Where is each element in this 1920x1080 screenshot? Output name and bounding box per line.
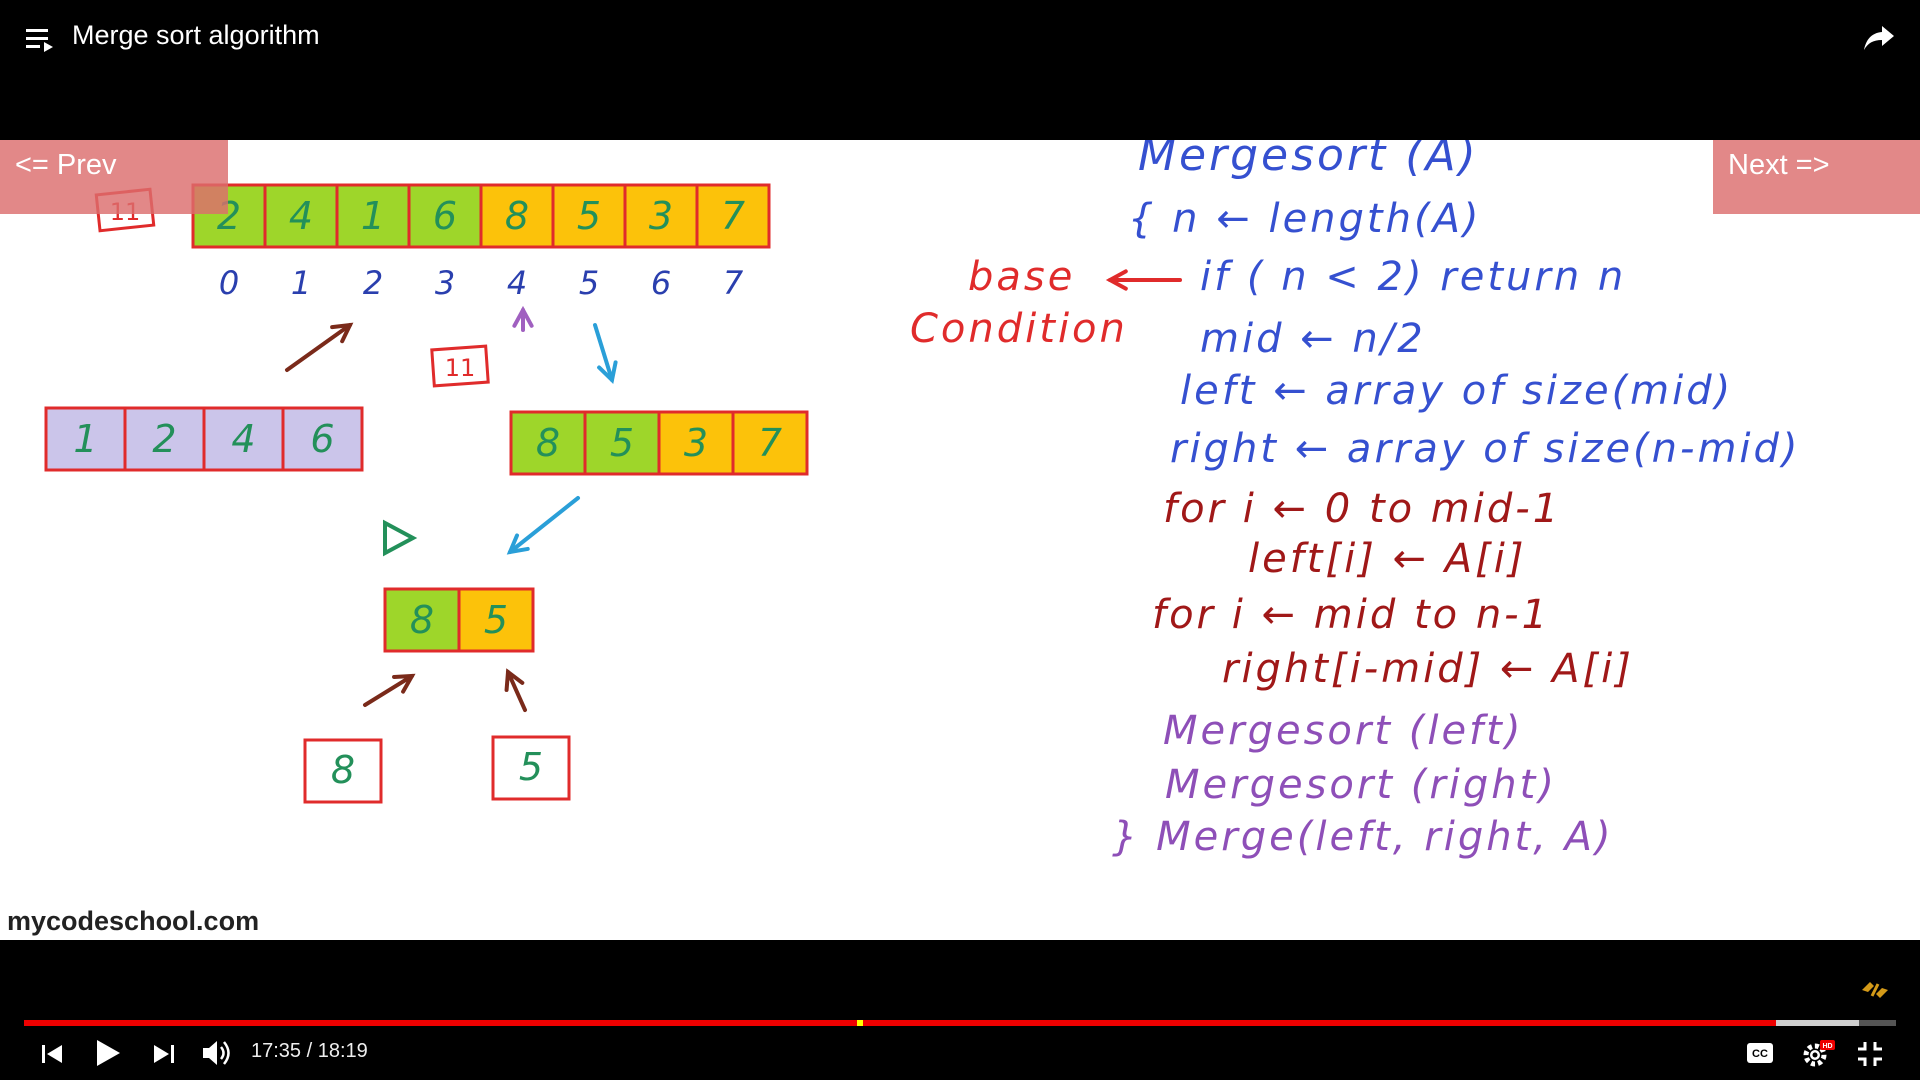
right-array-value: 5 [610, 421, 634, 465]
merge-up-arrow-head [330, 322, 354, 344]
mid-array-cell [457, 587, 535, 653]
progress-played [24, 1020, 1777, 1026]
left-array-cell [202, 406, 285, 472]
index-label: 4 [507, 264, 527, 302]
right-array-cell [731, 410, 809, 476]
mid-array-value: 5 [484, 598, 508, 642]
base-label: base [968, 254, 1075, 300]
code-line-10: Mergesort (left) [1163, 708, 1523, 754]
index-label: 7 [723, 264, 744, 302]
right-array-cell [583, 410, 661, 476]
merge-right-arrow-head [504, 668, 525, 692]
right-array-value: 8 [536, 421, 560, 465]
index-label: 6 [651, 264, 671, 302]
channel-logo-icon[interactable] [1860, 978, 1890, 1002]
right-array-value: 7 [758, 421, 782, 465]
base-arrow-head [1105, 269, 1128, 291]
code-title: Mergesort (A) [1138, 140, 1479, 181]
right-array-cell [509, 410, 587, 476]
cc-icon[interactable]: CC [1746, 1042, 1774, 1064]
volume-icon[interactable] [201, 1038, 233, 1068]
main-array-cell [695, 183, 771, 249]
left-array-cell [281, 406, 364, 472]
left-array-value: 4 [231, 417, 255, 461]
skip-previous-icon[interactable] [40, 1042, 64, 1066]
index-label: 0 [219, 264, 239, 302]
code-line-6: for i ← 0 to mid-1 [1163, 486, 1561, 532]
main-array-value: 7 [721, 194, 745, 238]
code-line-5: right ← array of size(n-mid) [1170, 426, 1801, 472]
split-down-arrow [508, 496, 580, 554]
tally-box-2 [430, 344, 490, 388]
index-label: 2 [363, 264, 383, 302]
leaf-left-cell [303, 738, 383, 804]
main-array-value: 1 [361, 194, 385, 238]
time-display: 17:35 / 18:19 [251, 1040, 368, 1062]
svg-text:CC: CC [1752, 1048, 1768, 1060]
split-right-arrow-head [597, 360, 618, 384]
right-array-value: 3 [684, 421, 708, 465]
main-array-value: 4 [289, 194, 313, 238]
chapter-marker [857, 1020, 864, 1026]
next-button[interactable]: Next => [1713, 140, 1920, 214]
progress-bar[interactable] [24, 1020, 1896, 1026]
main-array-value: 8 [505, 194, 529, 238]
gear-icon[interactable]: HD [1800, 1038, 1836, 1070]
left-array-value: 2 [152, 417, 176, 461]
watermark: mycodeschool.com [7, 906, 260, 936]
leaf-left-value: 8 [331, 748, 355, 792]
condition-label: Condition [910, 306, 1128, 352]
video-frame[interactable]: 11241685370123456711124685378585Mergesor… [0, 140, 1920, 940]
code-line-12: } Merge(left, right, A) [1112, 814, 1614, 860]
mid-array-value: 8 [410, 598, 434, 642]
main-array-cell [407, 183, 483, 249]
leaf-right-cell [491, 735, 571, 801]
play-icon[interactable] [94, 1038, 122, 1068]
code-line-4: left ← array of size(mid) [1180, 368, 1733, 414]
playlist-icon[interactable] [26, 26, 56, 52]
top-bar: Merge sort algorithm [0, 0, 1920, 140]
index-label: 5 [579, 264, 599, 302]
code-line-8: for i ← mid to n-1 [1152, 592, 1550, 638]
player-controls: 17:35 / 18:19 CC HD [0, 940, 1920, 1080]
merge-left-arrow [363, 674, 414, 707]
leaf-right-value: 5 [519, 745, 543, 789]
main-array-value: 5 [577, 194, 601, 238]
mid-index-arrow-head [512, 305, 534, 328]
left-array-value: 1 [73, 417, 97, 461]
merge-left-arrow-head [392, 673, 416, 694]
svg-text:HD: HD [1822, 1043, 1832, 1050]
prev-button[interactable]: <= Prev [0, 140, 228, 214]
code-line-9: right[i-mid] ← A[i] [1222, 646, 1634, 692]
main-array-cell [263, 183, 339, 249]
split-down-arrow-head [506, 533, 530, 555]
whiteboard: 11241685370123456711124685378585Mergesor… [44, 140, 1801, 860]
merge-right-arrow [506, 670, 527, 712]
code-line-2: if ( n < 2) return n [1200, 254, 1626, 300]
code-line-3: mid ← n/2 [1200, 316, 1426, 362]
tally-mark: 11 [445, 354, 476, 382]
video-title[interactable]: Merge sort algorithm [72, 20, 320, 50]
pointer-icon [383, 519, 418, 557]
main-array-cell [479, 183, 555, 249]
left-array-value: 6 [310, 417, 334, 461]
merge-up-arrow [285, 323, 352, 372]
share-icon[interactable] [1862, 20, 1896, 54]
fullscreen-exit-icon[interactable] [1856, 1040, 1884, 1068]
main-array-value: 3 [649, 194, 673, 238]
left-array-cell [44, 406, 127, 472]
main-array-cell [335, 183, 411, 249]
skip-next-icon[interactable] [152, 1042, 176, 1066]
main-array-value: 6 [433, 194, 457, 238]
split-right-arrow [593, 323, 614, 382]
main-array-cell [623, 183, 699, 249]
code-line-7: left[i] ← A[i] [1248, 536, 1526, 582]
code-line-11: Mergesort (right) [1165, 762, 1557, 808]
code-line-1: { n ← length(A) [1128, 196, 1482, 242]
index-label: 3 [435, 264, 455, 302]
index-label: 1 [291, 264, 311, 302]
